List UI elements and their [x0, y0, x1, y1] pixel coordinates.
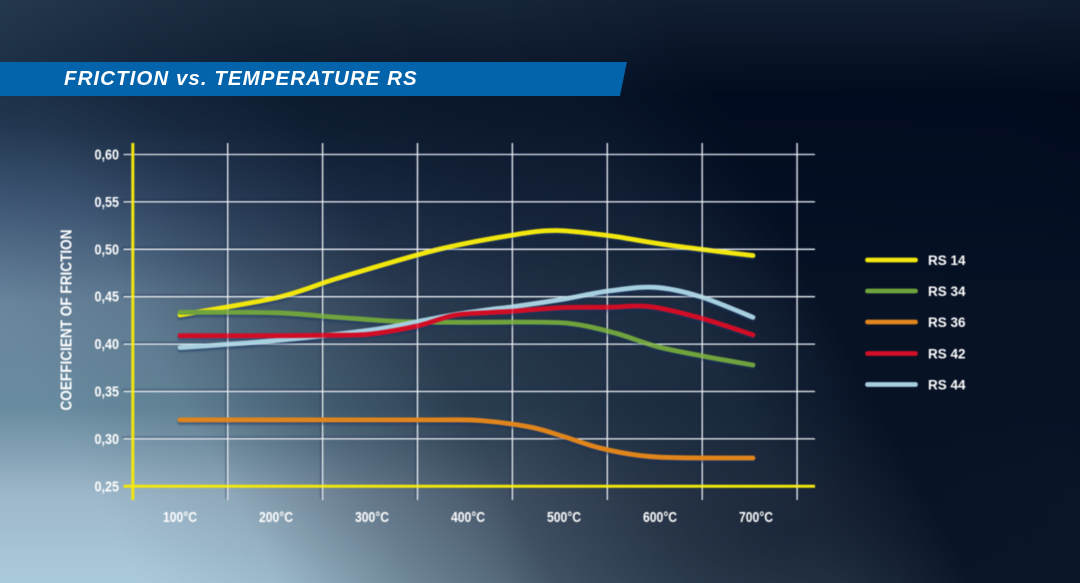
svg-text:COEFFICIENT OF FRICTION: COEFFICIENT OF FRICTION: [59, 230, 76, 411]
svg-text:600°C: 600°C: [643, 510, 677, 526]
svg-text:0,25: 0,25: [95, 479, 120, 495]
svg-text:0,35: 0,35: [95, 385, 120, 401]
svg-text:500°C: 500°C: [547, 510, 581, 526]
svg-text:RS 14: RS 14: [928, 253, 966, 268]
svg-text:300°C: 300°C: [355, 510, 389, 526]
svg-text:400°C: 400°C: [451, 510, 485, 526]
svg-text:0,60: 0,60: [95, 148, 120, 164]
svg-text:RS 42: RS 42: [928, 347, 966, 362]
svg-text:RS 36: RS 36: [928, 315, 966, 330]
svg-text:0,50: 0,50: [95, 242, 120, 258]
svg-text:0,30: 0,30: [95, 432, 120, 448]
svg-text:100°C: 100°C: [163, 510, 197, 526]
svg-text:0,45: 0,45: [95, 290, 120, 306]
svg-text:200°C: 200°C: [259, 510, 293, 526]
svg-text:0,55: 0,55: [95, 195, 120, 211]
svg-text:700°C: 700°C: [739, 510, 773, 526]
svg-text:0,40: 0,40: [95, 337, 120, 353]
svg-text:RS 44: RS 44: [928, 378, 966, 393]
svg-text:RS 34: RS 34: [928, 284, 966, 299]
